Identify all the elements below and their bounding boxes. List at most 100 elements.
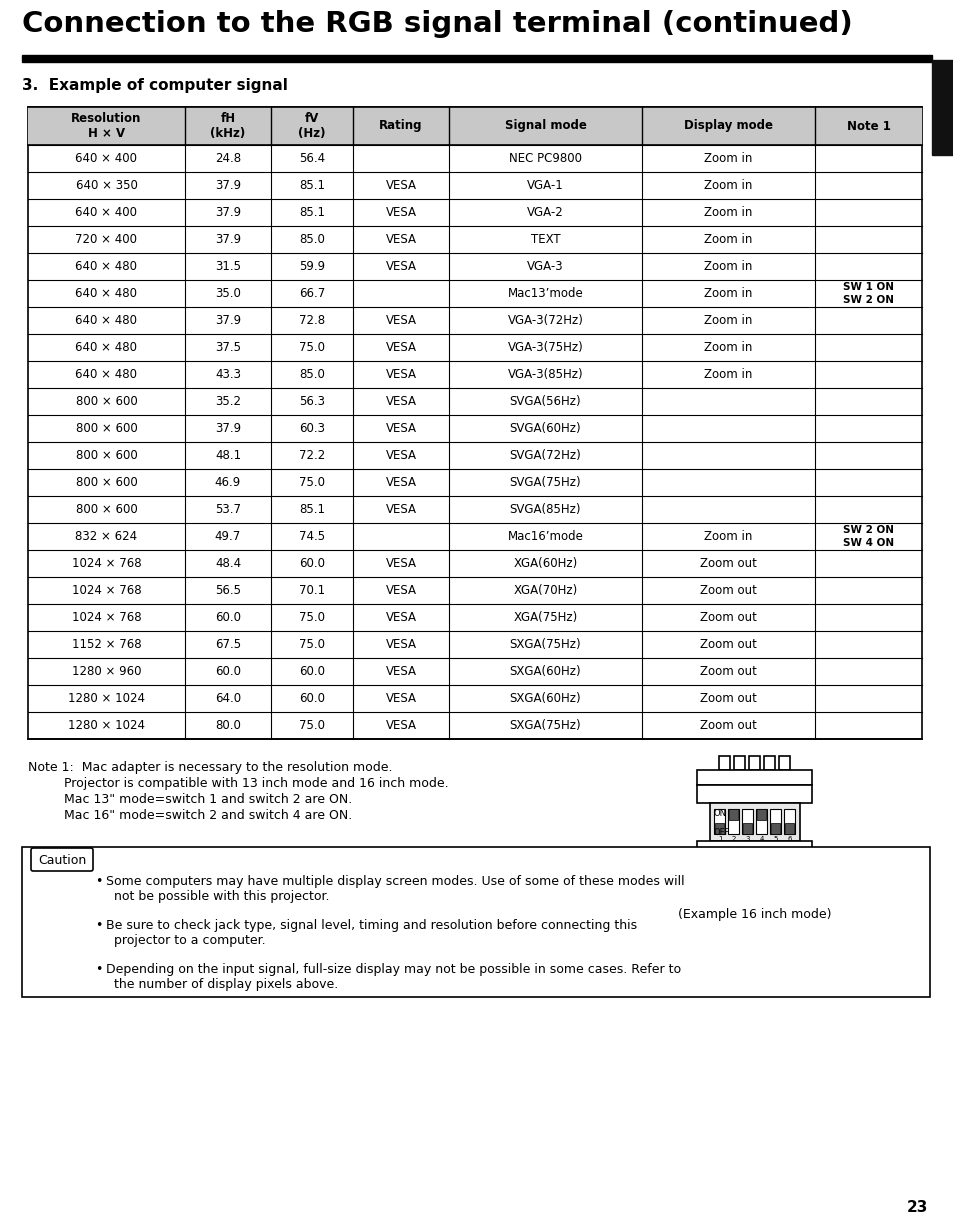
Text: 800 × 600: 800 × 600 [75, 395, 137, 408]
Text: Mac16’mode: Mac16’mode [507, 530, 583, 543]
Text: VGA-3: VGA-3 [527, 260, 563, 273]
Text: VESA: VESA [385, 691, 416, 705]
Text: Zoom out: Zoom out [700, 664, 756, 678]
Text: SW 2 ON
SW 4 ON: SW 2 ON SW 4 ON [842, 525, 893, 548]
Text: VGA-3(75Hz): VGA-3(75Hz) [507, 341, 583, 354]
Text: VESA: VESA [385, 557, 416, 570]
Text: 35.2: 35.2 [214, 395, 241, 408]
Text: SXGA(75Hz): SXGA(75Hz) [509, 718, 580, 732]
Text: VESA: VESA [385, 368, 416, 381]
Text: SXGA(60Hz): SXGA(60Hz) [509, 664, 580, 678]
Bar [719, 756, 730, 770]
Text: VESA: VESA [385, 206, 416, 219]
Text: XGA(70Hz): XGA(70Hz) [513, 584, 577, 597]
Text: 640 × 400: 640 × 400 [75, 206, 137, 219]
Text: OFF: OFF [713, 828, 730, 837]
Text: Zoom in: Zoom in [703, 179, 752, 192]
Bar [732, 878, 750, 894]
Text: 800 × 600: 800 × 600 [75, 449, 137, 462]
Text: Projector is compatible with 13 inch mode and 16 inch mode.: Projector is compatible with 13 inch mod… [28, 777, 448, 790]
Text: Mac13’mode: Mac13’mode [507, 287, 583, 300]
Text: VESA: VESA [385, 341, 416, 354]
Text: SXGA(60Hz): SXGA(60Hz) [509, 691, 580, 705]
Text: 75.0: 75.0 [298, 718, 325, 732]
Text: Zoom out: Zoom out [700, 691, 756, 705]
Bar [22, 847, 929, 997]
Text: 85.0: 85.0 [298, 233, 325, 246]
Text: Some computers may have multiple display screen modes. Use of some of these mode: Some computers may have multiple display… [106, 875, 684, 904]
Text: Zoom in: Zoom in [703, 341, 752, 354]
Text: 60.0: 60.0 [298, 664, 325, 678]
Text: 800 × 600: 800 × 600 [75, 422, 137, 435]
Bar [783, 809, 795, 834]
Text: 1024 × 768: 1024 × 768 [71, 611, 141, 624]
Bar [706, 878, 724, 894]
Text: 72.8: 72.8 [298, 314, 325, 327]
Text: 49.7: 49.7 [214, 530, 241, 543]
Text: 85.0: 85.0 [298, 368, 325, 381]
Text: 43.3: 43.3 [214, 368, 241, 381]
Text: 74.5: 74.5 [298, 530, 325, 543]
Text: 72.2: 72.2 [298, 449, 325, 462]
Text: Zoom out: Zoom out [700, 638, 756, 651]
Text: Rating: Rating [379, 119, 422, 132]
Text: 64.0: 64.0 [214, 691, 241, 705]
Text: Note 1: Note 1 [845, 119, 889, 132]
Text: Zoom in: Zoom in [703, 233, 752, 246]
Text: Zoom in: Zoom in [703, 152, 752, 166]
Text: 1280 × 1024: 1280 × 1024 [68, 691, 145, 705]
Text: 640 × 480: 640 × 480 [75, 314, 137, 327]
Text: 832 × 624: 832 × 624 [75, 530, 137, 543]
Text: 3: 3 [745, 836, 749, 842]
Bar [770, 809, 781, 834]
Text: 56.4: 56.4 [298, 152, 325, 166]
Text: 23: 23 [905, 1200, 927, 1215]
Bar [749, 756, 760, 770]
Text: 48.4: 48.4 [214, 557, 241, 570]
Text: VESA: VESA [385, 476, 416, 489]
Text: Zoom in: Zoom in [703, 260, 752, 273]
Text: 37.9: 37.9 [214, 233, 241, 246]
Text: SW 1 ON
SW 2 ON: SW 1 ON SW 2 ON [842, 282, 893, 305]
Text: 640 × 480: 640 × 480 [75, 287, 137, 300]
Text: VGA-3(72Hz): VGA-3(72Hz) [507, 314, 583, 327]
Text: VESA: VESA [385, 395, 416, 408]
Text: 800 × 600: 800 × 600 [75, 503, 137, 516]
Text: 5: 5 [773, 836, 778, 842]
Text: 1152 × 768: 1152 × 768 [71, 638, 141, 651]
Text: Zoom out: Zoom out [700, 584, 756, 597]
Text: 53.7: 53.7 [214, 503, 241, 516]
Text: VESA: VESA [385, 233, 416, 246]
Text: fH
(kHz): fH (kHz) [211, 112, 245, 140]
Text: VESA: VESA [385, 584, 416, 597]
Text: 640 × 480: 640 × 480 [75, 368, 137, 381]
Bar [779, 756, 790, 770]
Text: 31.5: 31.5 [214, 260, 241, 273]
Text: Connection to the RGB signal terminal (continued): Connection to the RGB signal terminal (c… [22, 10, 852, 38]
Text: Caution: Caution [38, 853, 86, 867]
Text: SVGA(60Hz): SVGA(60Hz) [509, 422, 580, 435]
Text: 1024 × 768: 1024 × 768 [71, 557, 141, 570]
Text: 48.1: 48.1 [214, 449, 241, 462]
Text: 60.0: 60.0 [298, 557, 325, 570]
Text: Depending on the input signal, full-size display may not be possible in some cas: Depending on the input signal, full-size… [106, 962, 680, 991]
Text: 85.1: 85.1 [298, 206, 325, 219]
Text: SVGA(85Hz): SVGA(85Hz) [509, 503, 580, 516]
Text: VESA: VESA [385, 638, 416, 651]
Text: VESA: VESA [385, 260, 416, 273]
Text: 1024 × 768: 1024 × 768 [71, 584, 141, 597]
Bar [771, 823, 780, 834]
Text: 37.9: 37.9 [214, 206, 241, 219]
Text: 85.1: 85.1 [298, 503, 325, 516]
Text: •: • [95, 920, 103, 932]
Text: VESA: VESA [385, 611, 416, 624]
Bar [28, 107, 921, 739]
Text: 6: 6 [787, 836, 791, 842]
Text: 80.0: 80.0 [214, 718, 241, 732]
Text: 60.3: 60.3 [298, 422, 325, 435]
Text: Mac 16" mode=switch 2 and switch 4 are ON.: Mac 16" mode=switch 2 and switch 4 are O… [28, 809, 352, 821]
Text: 800 × 600: 800 × 600 [75, 476, 137, 489]
Text: 1280 × 960: 1280 × 960 [71, 664, 141, 678]
Text: 37.5: 37.5 [214, 341, 241, 354]
Text: VGA-1: VGA-1 [527, 179, 563, 192]
